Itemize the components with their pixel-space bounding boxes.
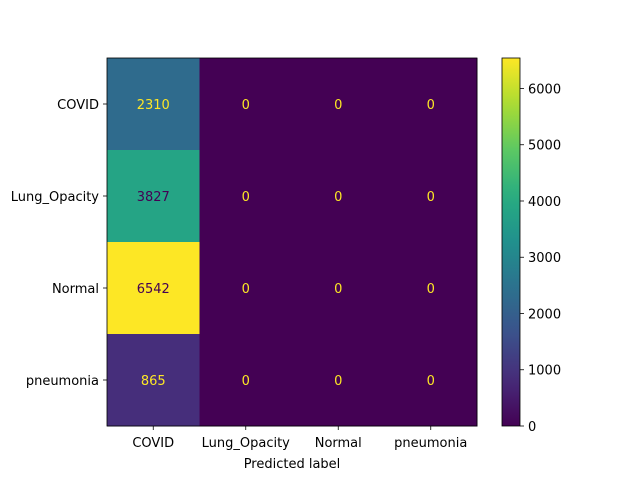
colorbar-tick-label: 1000 xyxy=(528,364,561,379)
cell-0-1 xyxy=(199,58,293,151)
x-axis-ticks: COVID Lung_Opacity Normal pneumonia xyxy=(132,426,467,451)
cell-3-1 xyxy=(199,334,293,427)
cell-0-0 xyxy=(107,58,200,151)
cell-2-1 xyxy=(199,242,293,335)
cell-value-2-1: 0 xyxy=(242,282,250,297)
cell-1-0 xyxy=(107,150,200,243)
cell-3-0 xyxy=(107,334,200,427)
matrix-frame xyxy=(106,57,478,427)
y-tick-label: Lung_Opacity xyxy=(11,190,100,205)
x-axis-label: Predicted label xyxy=(244,457,341,472)
y-tick-label: pneumonia xyxy=(26,374,99,389)
cell-value-2-2: 0 xyxy=(334,282,342,297)
x-tick-label: Lung_Opacity xyxy=(202,436,291,451)
cell-2-0 xyxy=(107,242,200,335)
y-axis-ticks: COVID Lung_Opacity Normal pneumonia xyxy=(11,98,107,389)
x-tick-label: COVID xyxy=(132,436,174,451)
cell-0-2 xyxy=(292,58,385,151)
cell-value-1-3: 0 xyxy=(427,190,435,205)
cell-value-0-2: 0 xyxy=(334,98,342,113)
y-tick-label: COVID xyxy=(57,98,99,113)
colorbar-tick-label: 6000 xyxy=(528,82,561,97)
y-tick-label: Normal xyxy=(52,282,99,297)
cell-2-3 xyxy=(384,242,478,335)
colorbar-tick-label: 2000 xyxy=(528,307,561,322)
colorbar-tick-label: 3000 xyxy=(528,251,561,266)
cell-value-3-3: 0 xyxy=(427,374,435,389)
cell-value-0-0: 2310 xyxy=(137,98,170,113)
x-tick-label: pneumonia xyxy=(394,436,467,451)
cell-value-3-1: 0 xyxy=(242,374,250,389)
colorbar xyxy=(501,57,521,427)
cell-value-2-0: 6542 xyxy=(137,282,170,297)
colorbar-tick-label: 4000 xyxy=(528,195,561,210)
x-tick-label: Normal xyxy=(315,436,362,451)
cell-3-2 xyxy=(292,334,385,427)
cell-1-1 xyxy=(199,150,293,243)
colorbar-ticks: 0 1000 2000 3000 4000 5000 6000 xyxy=(520,82,561,435)
colorbar-tick-label: 0 xyxy=(528,420,536,435)
colorbar-tick-label: 5000 xyxy=(528,139,561,154)
cell-0-3 xyxy=(384,58,478,151)
cell-value-2-3: 0 xyxy=(427,282,435,297)
matrix: 2310 0 0 0 3827 0 0 0 6542 0 0 0 865 0 0 0 xyxy=(107,58,478,427)
cell-value-3-0: 865 xyxy=(141,374,166,389)
cell-2-2 xyxy=(292,242,385,335)
cell-value-3-2: 0 xyxy=(334,374,342,389)
cell-1-2 xyxy=(292,150,385,243)
cell-1-3 xyxy=(384,150,478,243)
cell-value-1-0: 3827 xyxy=(137,190,170,205)
cell-value-0-3: 0 xyxy=(427,98,435,113)
cell-value-0-1: 0 xyxy=(242,98,250,113)
cell-value-1-1: 0 xyxy=(242,190,250,205)
cell-3-3 xyxy=(384,334,478,427)
cell-value-1-2: 0 xyxy=(334,190,342,205)
